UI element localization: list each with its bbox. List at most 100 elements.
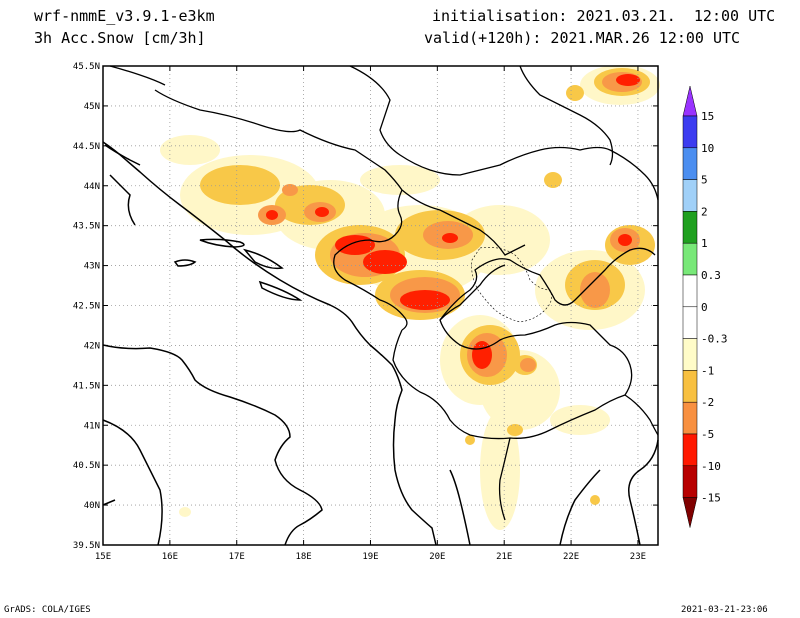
colorbar-label: 0.3 <box>701 269 721 282</box>
snow-area <box>179 507 191 517</box>
lon-tick-label: 22E <box>563 552 579 562</box>
axis-ticks <box>102 65 658 546</box>
colorbar-label: -0.3 <box>701 333 728 346</box>
colorbar-swatch <box>682 433 698 467</box>
colorbar-swatch <box>682 465 698 498</box>
model-title: wrf-nmmE_v3.9.1-e3km <box>34 7 215 25</box>
snow-area <box>363 250 407 274</box>
coast-segment <box>109 174 136 226</box>
lon-tick-label: 19E <box>362 552 378 562</box>
coastline <box>102 141 659 546</box>
colorbar-swatch <box>682 147 698 180</box>
snow-area <box>282 184 298 196</box>
kosovo-outline <box>471 247 552 323</box>
colorbar-top-arrow <box>682 85 698 117</box>
grads-credit: GrADS: COLA/IGES <box>4 605 91 615</box>
border-line <box>624 394 659 436</box>
coast-segment <box>102 499 116 506</box>
snow-area <box>618 234 632 246</box>
colorbar-label: -15 <box>701 492 721 505</box>
island <box>258 280 303 301</box>
coast-segment <box>449 469 471 546</box>
lat-tick-label: 44N <box>84 182 100 192</box>
lat-tick-label: 42.5N <box>73 302 100 312</box>
colorbar-label: -5 <box>701 428 714 441</box>
lat-tick-label: 44.5N <box>73 142 100 152</box>
island <box>199 238 245 248</box>
lat-tick-label: 41.5N <box>73 381 100 391</box>
border-line <box>401 189 526 256</box>
snow-area <box>360 165 440 195</box>
lon-tick-label: 21E <box>496 552 512 562</box>
island <box>242 248 284 270</box>
colorbar-swatch <box>682 115 698 149</box>
colorbar <box>682 85 698 528</box>
border-line <box>392 247 656 440</box>
colorbar-label: 0 <box>701 301 708 314</box>
colorbar-swatch <box>682 274 698 308</box>
lat-tick-label: 42N <box>84 341 100 351</box>
colorbar-label: 15 <box>701 110 714 123</box>
lon-tick-label: 17E <box>229 552 245 562</box>
map-grid <box>103 66 658 545</box>
snow-area <box>566 85 584 101</box>
lon-tick-label: 16E <box>162 552 178 562</box>
colorbar-label: 10 <box>701 142 714 155</box>
snow-area <box>315 207 329 217</box>
snow-area <box>616 74 640 86</box>
colorbar-swatch <box>682 370 698 403</box>
coast-segment <box>559 469 601 546</box>
latitude-labels: 45.5N 45N 44.5N 44N 43.5N 43N 42.5N 42N 41.5N 41N… <box>73 62 100 551</box>
lon-tick-label: 20E <box>429 552 445 562</box>
snow-area <box>520 358 536 372</box>
colorbar-label: -2 <box>701 396 714 409</box>
colorbar-swatch <box>682 306 698 339</box>
colorbar-label: 2 <box>701 205 708 218</box>
init-time: initialisation: 2021.03.21. 12:00 UTC <box>432 7 776 25</box>
colorbar-labels: 15 10 5 2 1 0.3 0 -0.3 -1 -2 -5 -10 -15 <box>701 110 728 505</box>
snow-area <box>580 272 610 308</box>
colorbar-swatch <box>682 242 698 276</box>
lat-tick-label: 43.5N <box>73 222 100 232</box>
border-line <box>333 189 408 331</box>
border-line <box>498 437 511 521</box>
lon-tick-label: 18E <box>295 552 311 562</box>
colorbar-label: -1 <box>701 364 714 377</box>
render-timestamp: 2021-03-21-23:06 <box>681 605 768 615</box>
coast-segment <box>628 439 659 546</box>
snow-area <box>160 135 220 165</box>
colorbar-label: -10 <box>701 460 721 473</box>
country-borders <box>109 65 659 521</box>
border-line <box>109 65 166 86</box>
lat-tick-label: 45.5N <box>73 62 100 72</box>
colorbar-swatch <box>682 211 698 244</box>
region-borders <box>471 247 552 323</box>
snow-area <box>442 233 458 243</box>
colorbar-swatch <box>682 179 698 212</box>
snow-area <box>266 210 278 220</box>
border-line <box>154 89 403 191</box>
colorbar-swatch <box>682 338 698 371</box>
colorbar-bottom-arrow <box>682 497 698 528</box>
snow-area <box>200 165 280 205</box>
snow-area <box>400 290 450 310</box>
longitude-labels: 15E 16E 17E 18E 19E 20E 21E 22E 23E <box>95 552 646 562</box>
lat-tick-label: 45N <box>84 102 100 112</box>
snow-area <box>507 424 523 436</box>
lon-tick-label: 15E <box>95 552 111 562</box>
lat-tick-label: 41N <box>84 421 100 431</box>
lon-tick-label: 23E <box>630 552 646 562</box>
italian-coast-south <box>102 419 163 546</box>
island <box>173 259 197 267</box>
snow-area <box>544 172 562 188</box>
lat-tick-label: 40N <box>84 501 100 511</box>
border-line <box>519 65 614 166</box>
lat-tick-label: 39.5N <box>73 541 100 551</box>
snow-field <box>160 65 660 530</box>
valid-time: valid(+120h): 2021.MAR.26 12:00 UTC <box>424 29 741 47</box>
border-line <box>349 65 659 201</box>
border-line <box>439 264 506 321</box>
lat-tick-label: 40.5N <box>73 461 100 471</box>
snow-area <box>335 235 375 255</box>
